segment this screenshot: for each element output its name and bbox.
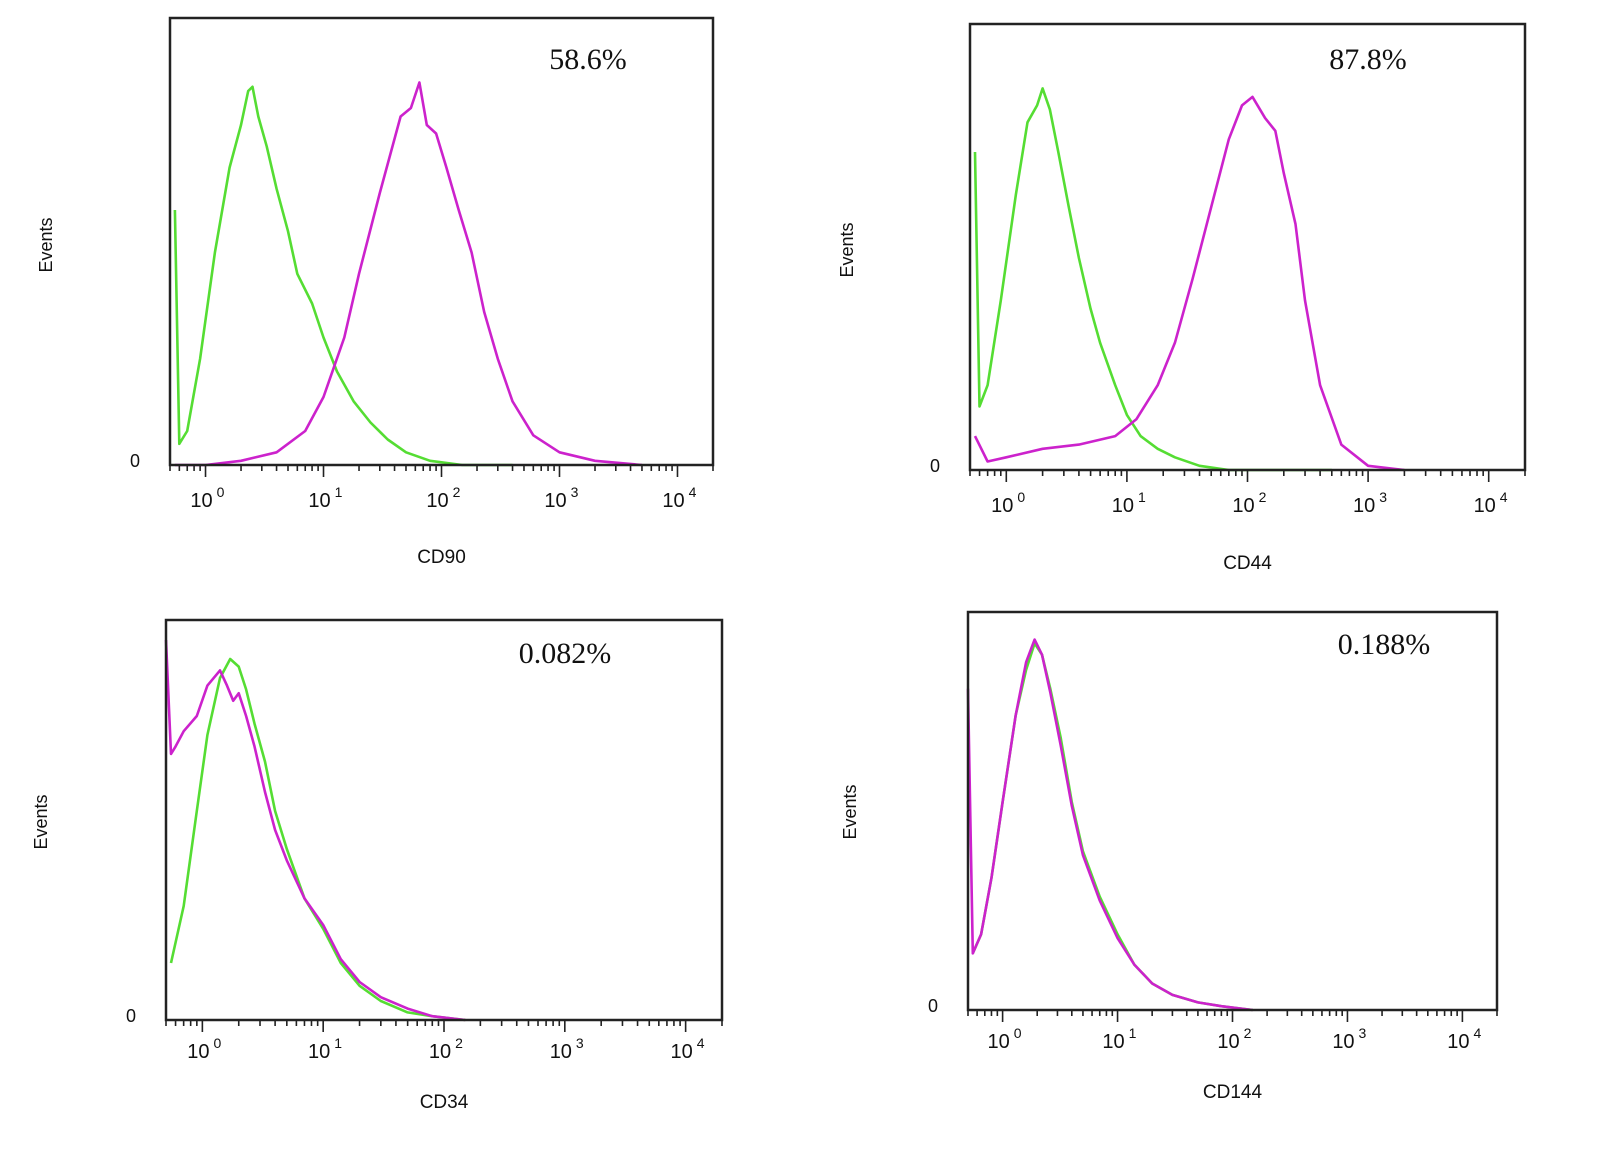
x-tick-exponent: 3 (571, 484, 579, 500)
x-tick-label: 10 (1112, 495, 1134, 517)
plot-frame (968, 22, 1527, 472)
x-tick-label: 10 (1353, 495, 1375, 517)
y-zero-label: 0 (928, 996, 938, 1016)
y-axis-title: Events (31, 794, 51, 849)
x-tick-label: 10 (308, 490, 330, 512)
x-tick-exponent: 0 (1017, 489, 1025, 505)
histogram-curve-isotype-green (173, 85, 513, 467)
x-tick-exponent: 0 (213, 1035, 221, 1051)
x-tick-exponent: 2 (453, 484, 461, 500)
y-zero-label: 0 (126, 1006, 136, 1026)
x-tick-exponent: 3 (576, 1035, 584, 1051)
x-axis-title: CD44 (1223, 553, 1272, 574)
x-tick-label: 10 (987, 1031, 1009, 1053)
x-tick-exponent: 4 (697, 1035, 705, 1051)
x-tick-exponent: 1 (1129, 1025, 1137, 1041)
x-tick-label: 10 (1447, 1031, 1469, 1053)
x-axis-title: CD144 (1203, 1082, 1263, 1103)
x-tick-exponent: 0 (217, 484, 225, 500)
x-tick-exponent: 3 (1379, 489, 1387, 505)
x-tick-exponent: 4 (1473, 1025, 1481, 1041)
x-tick-exponent: 3 (1359, 1025, 1367, 1041)
x-tick-exponent: 4 (1500, 489, 1508, 505)
x-tick-label: 10 (1474, 495, 1496, 517)
x-tick-exponent: 2 (1244, 1025, 1252, 1041)
histogram-curve-isotype-green (971, 642, 1253, 1012)
x-tick-exponent: 2 (1259, 489, 1267, 505)
histogram-curve-marker-magenta (966, 638, 1253, 1012)
y-zero-label: 0 (130, 451, 140, 471)
x-tick-exponent: 4 (689, 484, 697, 500)
x-tick-label: 10 (429, 1041, 451, 1063)
percent-positive-annotation: 87.8% (1329, 43, 1407, 76)
histogram-panel-1: 10 0 10 1 10 2 10 3 10 4 0 Events CD90 58.6% (36, 16, 715, 568)
percent-positive-annotation: 58.6% (549, 43, 627, 76)
x-tick-exponent: 1 (334, 1035, 342, 1051)
x-tick-label: 10 (662, 490, 684, 512)
plot-frame (164, 618, 724, 1022)
x-tick-exponent: 1 (335, 484, 343, 500)
histogram-curve-marker-magenta (164, 639, 466, 1022)
percent-positive-annotation: 0.188% (1338, 628, 1431, 661)
x-tick-label: 10 (187, 1041, 209, 1063)
x-axis-title: CD90 (417, 547, 466, 568)
x-tick-exponent: 0 (1014, 1025, 1022, 1041)
x-tick-label: 10 (1332, 1031, 1354, 1053)
x-tick-label: 10 (1102, 1031, 1124, 1053)
x-tick-label: 10 (544, 490, 566, 512)
histogram-curve-marker-magenta (973, 95, 1405, 472)
plot-frame (168, 16, 715, 467)
x-tick-label: 10 (671, 1041, 693, 1063)
x-tick-exponent: 2 (455, 1035, 463, 1051)
y-zero-label: 0 (930, 456, 940, 476)
x-axis-title: CD34 (420, 1092, 469, 1113)
x-tick-label: 10 (1232, 495, 1254, 517)
x-tick-label: 10 (190, 490, 212, 512)
y-axis-title: Events (837, 222, 857, 277)
histogram-curve-marker-magenta (174, 81, 643, 467)
histogram-curve-isotype-green (169, 657, 466, 1022)
x-tick-label: 10 (308, 1041, 330, 1063)
y-axis-title: Events (36, 217, 56, 272)
x-tick-label: 10 (550, 1041, 572, 1063)
x-tick-exponent: 1 (1138, 489, 1146, 505)
x-tick-label: 10 (991, 495, 1013, 517)
x-tick-label: 10 (426, 490, 448, 512)
histogram-curve-isotype-green (973, 87, 1332, 472)
y-axis-title: Events (840, 784, 860, 839)
percent-positive-annotation: 0.082% (519, 637, 612, 670)
x-tick-label: 10 (1217, 1031, 1239, 1053)
